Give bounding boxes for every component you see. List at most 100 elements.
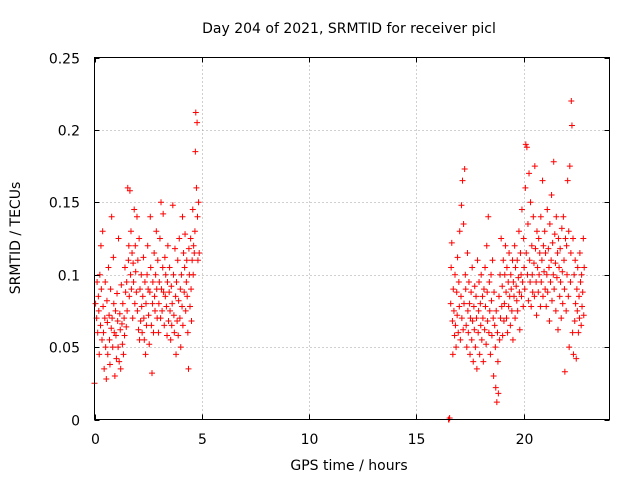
data-point (574, 307, 581, 314)
data-point (167, 307, 174, 314)
data-point (528, 303, 535, 310)
data-point (515, 274, 522, 281)
data-point (108, 213, 115, 220)
data-point (455, 329, 462, 336)
data-point (447, 300, 454, 307)
data-point (533, 278, 540, 285)
data-point (523, 144, 530, 151)
data-point (555, 326, 561, 333)
data-point (457, 336, 464, 343)
data-point (108, 325, 115, 332)
data-point (517, 249, 524, 256)
data-point (538, 257, 545, 264)
data-point (473, 315, 480, 322)
data-point (170, 271, 177, 278)
data-point (498, 235, 505, 242)
data-point (105, 264, 112, 271)
data-point (179, 213, 186, 220)
x-tick-label: 5 (198, 432, 207, 448)
data-point (525, 297, 532, 304)
data-point (126, 187, 133, 194)
data-point (539, 293, 546, 300)
data-point (579, 289, 586, 296)
data-point (558, 225, 565, 232)
data-point (479, 293, 486, 300)
data-point (102, 344, 109, 351)
data-point (512, 315, 519, 322)
data-point (498, 303, 505, 310)
data-point (96, 351, 103, 358)
data-point (532, 245, 539, 252)
data-point (173, 278, 180, 285)
data-point (94, 329, 101, 336)
data-point (580, 235, 587, 242)
data-point (106, 361, 113, 368)
data-point (110, 254, 117, 261)
data-point (98, 286, 105, 293)
y-tick-label: 0 (71, 414, 80, 430)
data-point (573, 286, 580, 293)
data-point (527, 278, 534, 285)
data-point (468, 289, 475, 296)
data-point (493, 399, 500, 406)
data-point (122, 289, 129, 296)
data-point (544, 289, 551, 296)
data-point (115, 235, 122, 242)
y-tick-label: 0.2 (58, 124, 80, 140)
data-point (486, 278, 493, 285)
data-point (547, 278, 554, 285)
data-point (168, 283, 175, 290)
data-point (476, 278, 483, 285)
data-point (452, 322, 459, 329)
data-point (182, 307, 189, 314)
data-point (507, 322, 514, 329)
data-point (161, 254, 168, 261)
data-point (529, 271, 536, 278)
data-point (493, 307, 500, 314)
data-point (499, 332, 506, 339)
data-point (504, 329, 511, 336)
data-point (151, 249, 158, 256)
data-point (103, 375, 110, 382)
data-point (156, 278, 163, 285)
data-point (462, 286, 469, 293)
data-point (160, 289, 167, 296)
data-point (561, 257, 568, 264)
axis-ticks: 0 5 10 15 20 0 0.05 0.1 0.15 0.2 0.25 (49, 52, 610, 448)
x-tick-label: 20 (516, 432, 534, 448)
data-point (515, 228, 522, 235)
data-point (181, 264, 188, 271)
data-point (175, 297, 182, 304)
data-point (458, 315, 465, 322)
data-point (522, 184, 529, 191)
data-point (548, 192, 555, 199)
data-point (166, 264, 173, 271)
y-tick-label: 0.25 (49, 52, 80, 68)
data-point (151, 293, 158, 300)
data-points (91, 97, 588, 423)
data-point (171, 245, 178, 252)
data-point (161, 322, 168, 329)
data-point (556, 293, 563, 300)
data-point (153, 228, 160, 235)
data-point (550, 271, 557, 278)
data-point (94, 278, 101, 285)
data-point (194, 213, 201, 220)
data-point (518, 293, 525, 300)
x-tick-label: 15 (408, 432, 426, 448)
data-point (449, 318, 456, 325)
data-point (485, 329, 492, 336)
data-point (131, 300, 138, 307)
data-point (542, 286, 549, 293)
data-point (97, 242, 104, 249)
data-point (488, 297, 495, 304)
data-point (501, 300, 508, 307)
data-point (541, 268, 548, 275)
data-point (189, 206, 196, 213)
data-point (491, 289, 498, 296)
data-point (132, 242, 139, 249)
data-point (138, 303, 145, 310)
data-point (527, 199, 534, 206)
data-point (475, 307, 482, 314)
data-point (552, 260, 559, 267)
